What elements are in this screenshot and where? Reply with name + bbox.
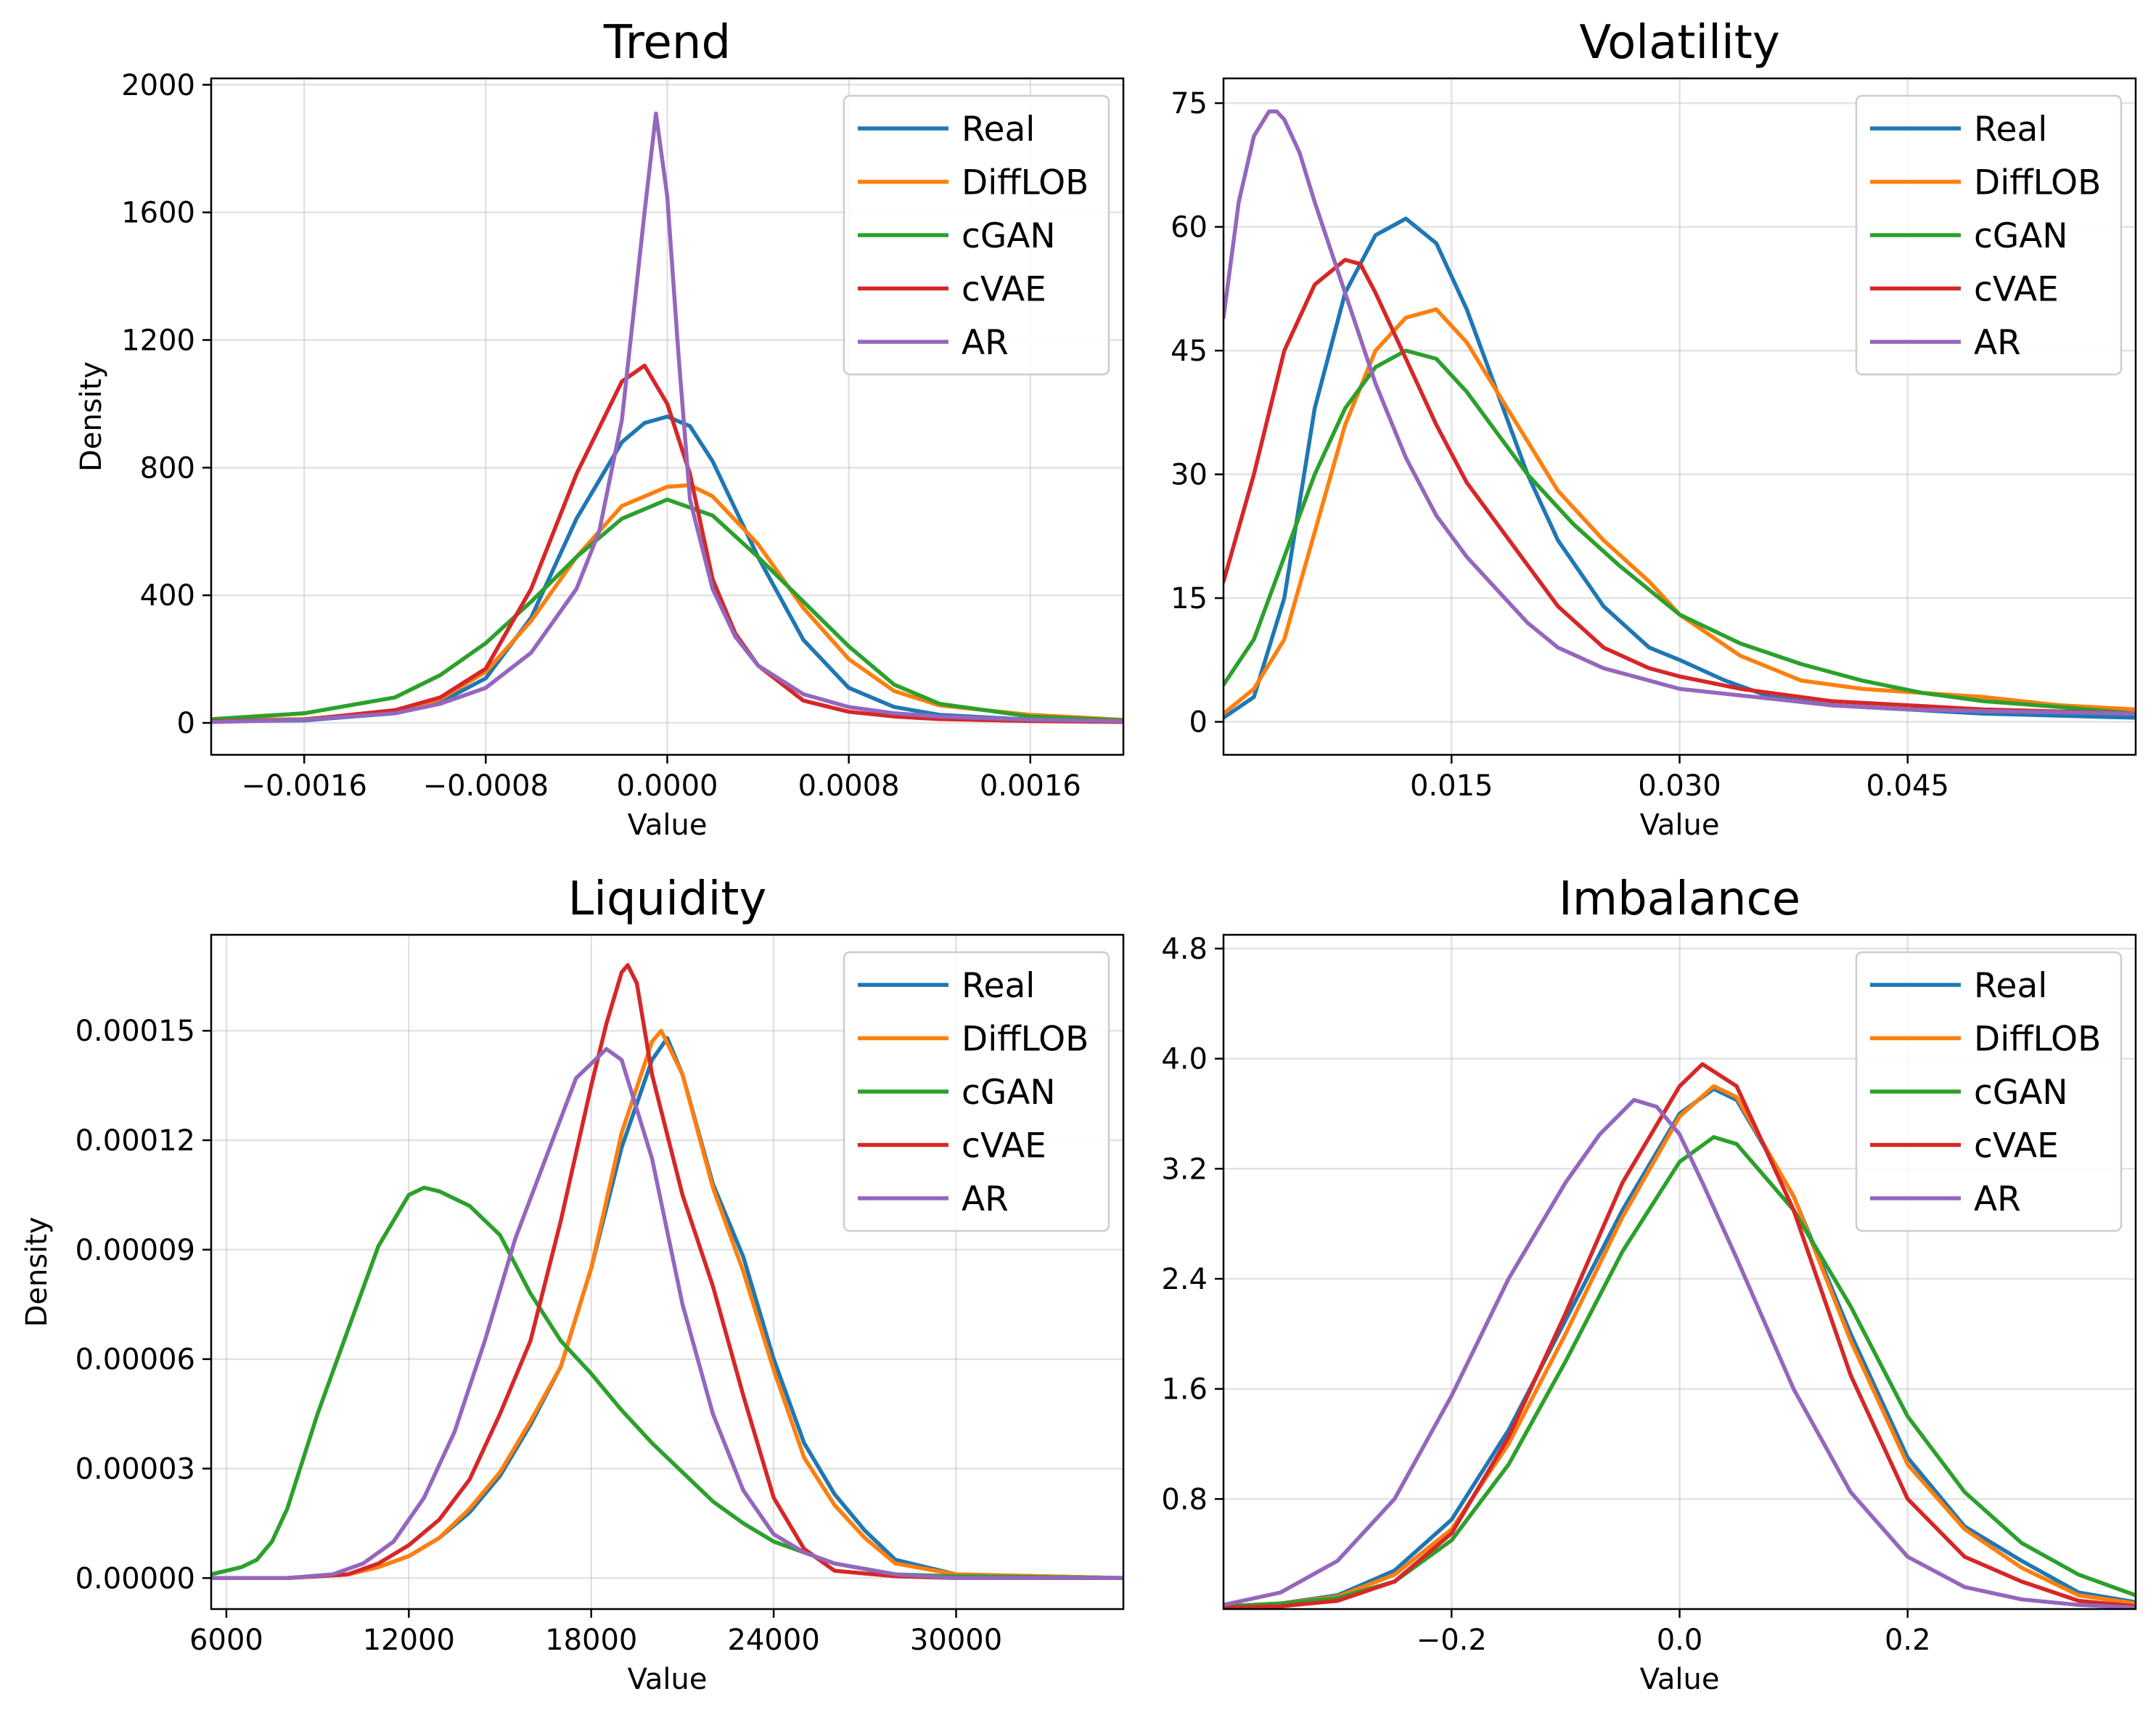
legend-label-real: Real (962, 110, 1035, 150)
legend-label-ar: AR (1974, 1179, 2021, 1219)
chart-panel-volatility: 0.015 0.030 0.045 0 15 30 45 60 75 Volatility Valu… (1171, 16, 2137, 842)
y-tick-label: 800 (140, 451, 195, 485)
y-axis-label: Density (20, 1216, 54, 1327)
y-tick-label: 0.8 (1161, 1483, 1208, 1516)
x-tick-label: 0.0008 (798, 769, 900, 803)
legend-box (843, 951, 1110, 1232)
x-tick-label: 0.030 (1638, 769, 1721, 803)
legend-label-cvae: cVAE (962, 270, 1046, 310)
y-tick-label: 45 (1171, 335, 1208, 368)
y-tick-label: 0.00015 (75, 1015, 195, 1048)
legend-label-difflob: DiffLOB (1974, 1020, 2101, 1060)
chart-title: Liquidity (568, 872, 767, 926)
series-line-cgan (211, 1185, 1123, 1581)
y-tick-label: 0.00000 (75, 1562, 195, 1595)
y-tick-label: 1200 (121, 324, 195, 357)
x-axis-label: Value (628, 809, 708, 842)
legend-label-real: Real (1974, 966, 2047, 1006)
x-tick-label: 6000 (189, 1624, 263, 1657)
x-tick-label: −0.2 (1417, 1624, 1487, 1657)
x-tick-label: −0.0016 (241, 769, 366, 803)
chart-title: Imbalance (1559, 872, 1800, 926)
legend-label-real: Real (1974, 110, 2047, 150)
y-tick-label: 3.2 (1161, 1153, 1208, 1186)
chart-title: Trend (603, 16, 731, 70)
x-tick-label: 0.0 (1657, 1624, 1703, 1657)
series-line-difflob (1223, 1084, 2136, 1608)
y-axis-label: Density (75, 361, 108, 472)
chart-title: Volatility (1579, 16, 1779, 70)
x-tick-label: 0.0000 (617, 769, 718, 803)
x-axis-label: Value (1640, 809, 1720, 842)
y-tick-label: 0.00012 (75, 1124, 195, 1158)
y-tick-label: 0 (1189, 706, 1208, 740)
legend-label-difflob: DiffLOB (962, 1020, 1089, 1060)
y-tick-label: 0 (177, 707, 195, 740)
legend-box (1855, 951, 2123, 1232)
legend-label-cvae: cVAE (1974, 270, 2059, 310)
legend-label-cgan: cGAN (962, 216, 1056, 256)
y-tick-label: 0.00009 (75, 1234, 195, 1267)
series-line-difflob (1223, 307, 2136, 716)
series-line-ar (1223, 109, 2136, 716)
y-tick-label: 4.8 (1161, 933, 1208, 966)
y-tick-label: 30 (1171, 459, 1208, 492)
y-tick-label: 1600 (121, 197, 195, 230)
y-tick-label: 0.00006 (75, 1343, 195, 1377)
x-tick-label: 0.2 (1885, 1624, 1931, 1657)
legend-label-cgan: cGAN (1974, 216, 2068, 256)
chart-panel-trend: −0.0016 −0.0008 0.0000 0.0008 0.0016 0 400 800 1… (75, 16, 1125, 842)
y-tick-label: 0.00003 (75, 1452, 195, 1486)
legend-label-cgan: cGAN (962, 1073, 1056, 1113)
chart-panel-liquidity: 6000 12000 18000 24000 30000 0.00000 0.00003 0.… (20, 872, 1125, 1696)
legend: Real DiffLOB cGAN cVAE AR (1855, 94, 2123, 376)
legend-label-cgan: cGAN (1974, 1073, 2068, 1113)
x-tick-label: 30000 (910, 1624, 1002, 1657)
y-tick-label: 15 (1171, 582, 1208, 615)
legend-label-ar: AR (1974, 323, 2021, 363)
legend-box (843, 94, 1110, 376)
y-tick-label: 400 (140, 579, 195, 613)
y-tick-label: 1.6 (1161, 1373, 1208, 1407)
x-tick-label: 18000 (545, 1624, 637, 1657)
x-tick-label: 0.045 (1866, 769, 1949, 803)
x-tick-label: 12000 (363, 1624, 455, 1657)
series-line-ar (211, 111, 1123, 724)
chart-panel-imbalance: −0.2 0.0 0.2 0.8 1.6 2.4 3.2 4.0 4.8 Imbalance Val… (1161, 872, 2137, 1696)
legend-label-real: Real (962, 966, 1035, 1006)
x-tick-label: −0.0008 (423, 769, 549, 803)
legend: Real DiffLOB cGAN cVAE AR (843, 94, 1110, 376)
legend-label-difflob: DiffLOB (1974, 163, 2101, 203)
series-line-ar (211, 1047, 1123, 1581)
plot-frame (210, 933, 1125, 1611)
series-line-cvae (1223, 1062, 2136, 1609)
x-axis-label: Value (1640, 1663, 1720, 1696)
y-tick-label: 2.4 (1161, 1263, 1208, 1296)
series-line-cvae (1223, 258, 2136, 716)
series-line-difflob (211, 1028, 1123, 1581)
y-tick-label: 4.0 (1161, 1043, 1208, 1076)
series-line-cgan (211, 497, 1123, 723)
y-tick-label: 60 (1171, 211, 1208, 245)
x-tick-label: 0.015 (1410, 769, 1493, 803)
legend-label-difflob: DiffLOB (962, 163, 1089, 203)
y-tick-label: 2000 (121, 69, 195, 102)
x-tick-label: 0.0016 (980, 769, 1081, 803)
legend-label-cvae: cVAE (962, 1126, 1046, 1166)
legend-label-ar: AR (962, 1179, 1009, 1219)
legend: Real DiffLOB cGAN cVAE AR (1855, 951, 2123, 1232)
series-line-cgan (1223, 348, 2136, 716)
x-axis-label: Value (628, 1663, 708, 1696)
series-line-ar (1223, 1097, 2136, 1609)
legend: Real DiffLOB cGAN cVAE AR (843, 951, 1110, 1232)
y-tick-label: 75 (1171, 87, 1208, 120)
legend-box (1855, 94, 2123, 376)
series-line-cvae (211, 962, 1123, 1581)
legend-label-cvae: cVAE (1974, 1126, 2059, 1166)
x-tick-label: 24000 (728, 1624, 820, 1657)
series-line-cvae (211, 363, 1123, 724)
legend-label-ar: AR (962, 323, 1009, 363)
